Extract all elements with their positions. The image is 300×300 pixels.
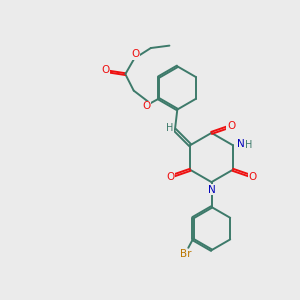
Text: H: H: [166, 123, 173, 134]
Text: O: O: [102, 65, 110, 75]
Text: O: O: [142, 101, 150, 111]
Text: O: O: [132, 49, 140, 59]
Text: N: N: [237, 139, 245, 149]
Text: H: H: [245, 140, 252, 150]
Text: N: N: [208, 184, 215, 195]
Text: Br: Br: [179, 249, 191, 260]
Text: O: O: [167, 172, 175, 182]
Text: O: O: [248, 172, 256, 182]
Text: O: O: [227, 121, 235, 131]
